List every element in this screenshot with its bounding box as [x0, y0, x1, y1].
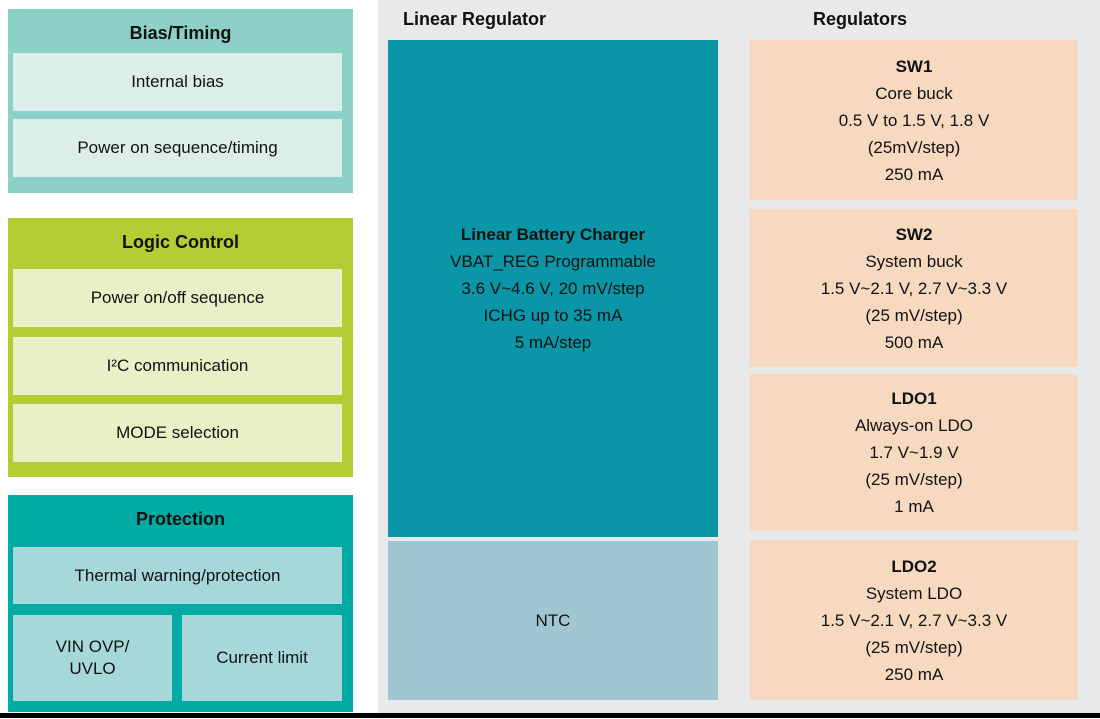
linear-battery-charger-block: Linear Battery Charger VBAT_REG Programm…: [388, 40, 718, 537]
bias-timing-group: Bias/Timing Internal bias Power on seque…: [8, 9, 353, 193]
bottom-divider-bar: [0, 713, 1100, 718]
ldo1-name: LDO1: [891, 389, 937, 408]
protection-group: Protection Thermal warning/protection VI…: [8, 495, 353, 712]
sw2-name: SW2: [895, 224, 933, 244]
current-limit-block: Current limit: [182, 615, 342, 701]
bias-timing-title: Bias/Timing: [129, 22, 232, 43]
sw1-regulator-block: SW1 Core buck 0.5 V to 1.5 V, 1.8 V (25m…: [750, 40, 1078, 200]
ldo2-specs: System LDO 1.5 V~2.1 V, 2.7 V~3.3 V (25 …: [820, 583, 1008, 684]
linear-battery-charger-name: Linear Battery Charger: [460, 225, 646, 244]
sw1-name: SW1: [895, 56, 933, 76]
mode-selection-block: MODE selection: [13, 404, 342, 462]
protection-title: Protection: [135, 508, 225, 529]
thermal-warning-protection-block: Thermal warning/protection: [13, 547, 342, 604]
ldo1-regulator-block: LDO1 Always-on LDO 1.7 V~1.9 V (25 mV/st…: [750, 374, 1078, 531]
sw1-specs: Core buck 0.5 V to 1.5 V, 1.8 V (25mV/st…: [838, 83, 990, 184]
logic-control-group: Logic Control Power on/off sequence I²C …: [8, 218, 353, 477]
i2c-communication-block: I²C communication: [13, 337, 342, 395]
ldo2-name: LDO2: [891, 556, 937, 576]
power-on-sequence-timing-block: Power on sequence/timing: [13, 119, 342, 177]
logic-control-title: Logic Control: [122, 231, 239, 252]
internal-bias-block: Internal bias: [13, 53, 342, 111]
linear-regulator-column-title: Linear Regulator: [403, 8, 547, 29]
ldo1-specs: Always-on LDO 1.7 V~1.9 V (25 mV/step) 1…: [854, 416, 974, 516]
linear-battery-charger-specs: VBAT_REG Programmable 3.6 V~4.6 V, 20 mV…: [450, 252, 656, 352]
vin-ovp-uvlo-block: VIN OVP/ UVLO: [13, 615, 172, 701]
power-on-off-sequence-block: Power on/off sequence: [13, 269, 342, 327]
regulators-column-title: Regulators: [813, 8, 908, 29]
ntc-block: NTC: [388, 541, 718, 700]
ldo2-regulator-block: LDO2 System LDO 1.5 V~2.1 V, 2.7 V~3.3 V…: [750, 540, 1078, 700]
sw2-specs: System buck 1.5 V~2.1 V, 2.7 V~3.3 V (25…: [820, 251, 1008, 352]
sw2-regulator-block: SW2 System buck 1.5 V~2.1 V, 2.7 V~3.3 V…: [750, 209, 1078, 367]
